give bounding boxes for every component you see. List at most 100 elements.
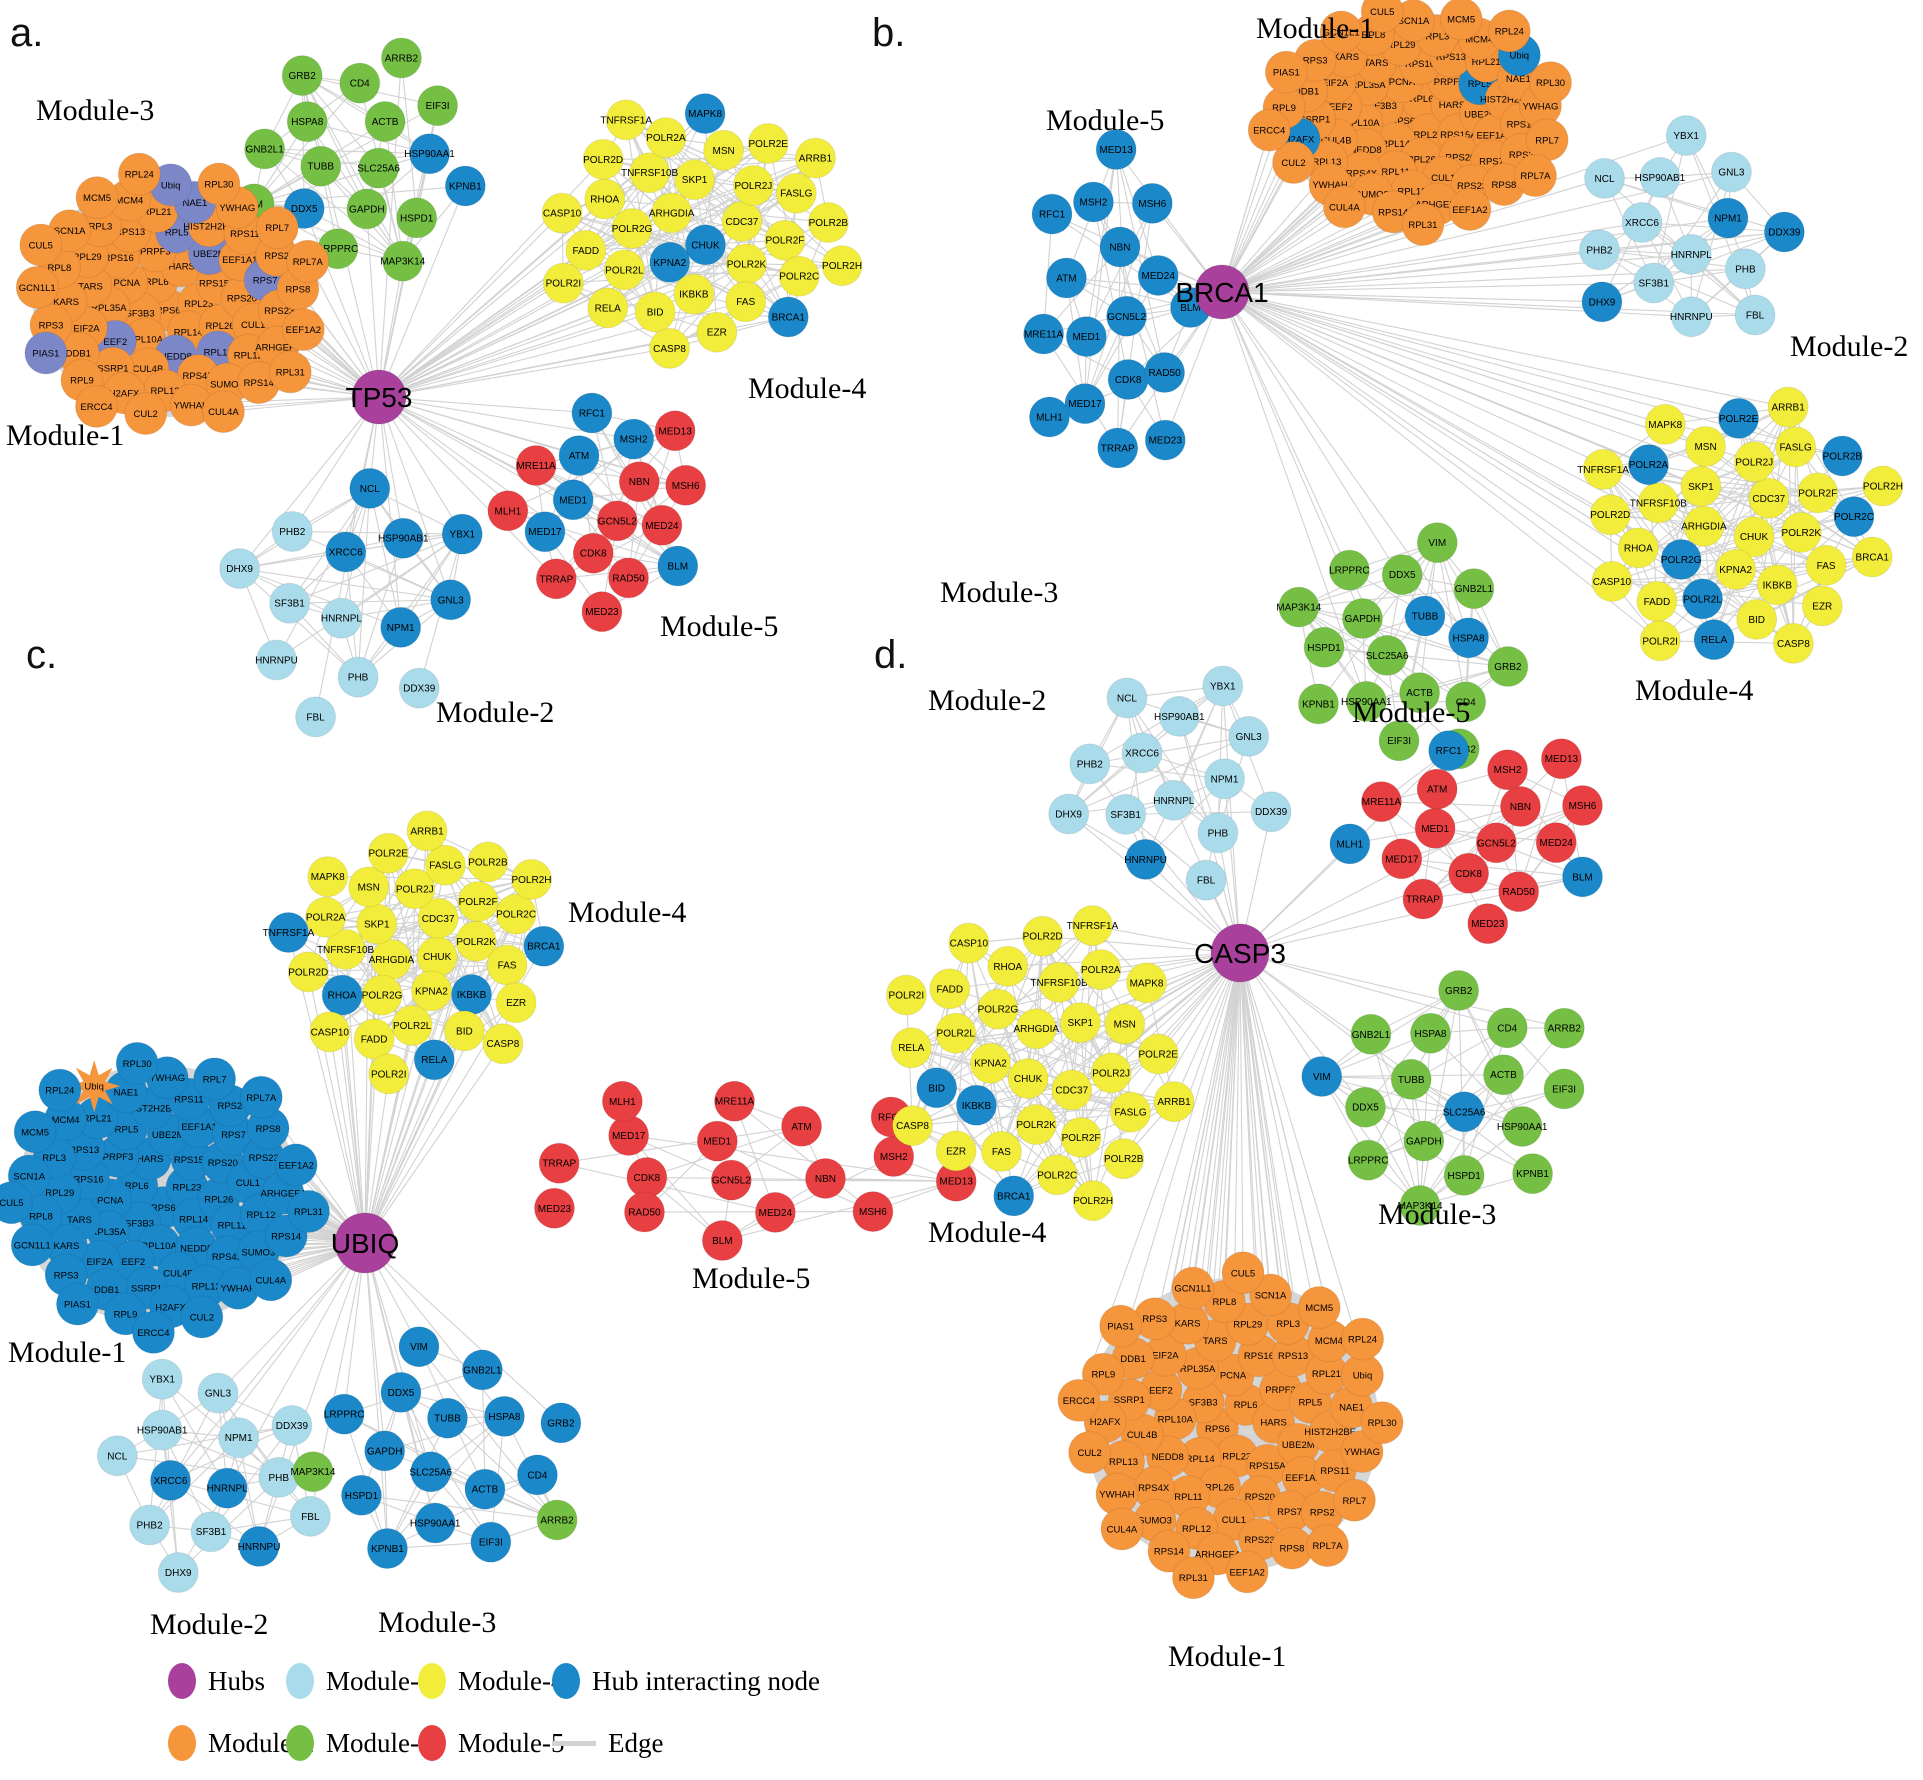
node-label: VIM xyxy=(1428,538,1446,549)
node-label: RHOA xyxy=(328,991,357,1002)
node-label: GCN1L1 xyxy=(19,283,56,294)
node-label: RPS7 xyxy=(221,1130,246,1141)
node-label: CUL5 xyxy=(1231,1268,1255,1279)
node-label: GCN5L2 xyxy=(1107,312,1146,323)
node-label: POLR2L xyxy=(937,1029,976,1040)
node-label: EIF2A xyxy=(86,1257,113,1268)
node-label: NBN xyxy=(1109,242,1130,253)
node-label: CASP8 xyxy=(486,1039,519,1050)
node-label: DDX5 xyxy=(291,204,318,215)
node-label: BLM xyxy=(1572,872,1593,883)
node-label: TNFRSF10B xyxy=(1630,498,1688,509)
node-label: RPS11 xyxy=(1320,1466,1349,1477)
node-label: CHUK xyxy=(1740,532,1769,543)
node-label: MAPK8 xyxy=(1648,420,1682,431)
node-label: XRCC6 xyxy=(329,548,363,559)
node-label: GCN5L2 xyxy=(598,516,637,527)
node-label: LRPPRC xyxy=(324,1410,365,1421)
node-label: POLR2F xyxy=(765,236,804,247)
node-label: VIM xyxy=(1313,1072,1331,1083)
node-label: POLR2A xyxy=(1081,965,1121,976)
node-label: HSP90AB1 xyxy=(378,534,429,545)
node-label: HSPA8 xyxy=(1414,1029,1446,1040)
node-label: RPL31 xyxy=(294,1207,323,1218)
node-label: HNRNPL xyxy=(321,614,363,625)
node-label: MED23 xyxy=(1471,919,1505,930)
node-label: RHOA xyxy=(590,195,619,206)
node-label: HSP90AA1 xyxy=(404,149,455,160)
node-label: HSPA8 xyxy=(1453,633,1485,644)
node-label: CUL2 xyxy=(1077,1448,1101,1459)
node-label: YBX1 xyxy=(1210,681,1236,692)
node-label: YBX1 xyxy=(449,530,475,541)
node-label: HNRNPU xyxy=(1670,312,1713,323)
node-label: KPNA2 xyxy=(653,258,686,269)
node-label: EEF2 xyxy=(1149,1385,1173,1396)
node-label: ARRB2 xyxy=(1548,1024,1582,1035)
node-label: RPS2 xyxy=(264,251,289,262)
node-label: RPL5 xyxy=(115,1124,139,1135)
node-label: EEF2 xyxy=(121,1257,145,1268)
node-label: Ubiq xyxy=(161,180,181,191)
node-label: DHX9 xyxy=(1589,297,1616,308)
node-label: FASLG xyxy=(429,861,461,872)
node-label: TNFRSF10B xyxy=(317,945,375,956)
node-label: PHB xyxy=(1208,828,1229,839)
node-label: MED13 xyxy=(940,1177,974,1188)
node-label: YBX1 xyxy=(1673,131,1699,142)
node-label: SSRP1 xyxy=(1114,1395,1145,1406)
node-label: GAPDH xyxy=(349,204,385,215)
node-label: POLR2D xyxy=(583,155,623,166)
node-label: NBN xyxy=(815,1174,836,1185)
module-label-d: Module-5 xyxy=(1352,696,1470,729)
node-label: SF3B1 xyxy=(274,599,305,610)
node-label: POLR2L xyxy=(605,265,644,276)
node-label: RPL26 xyxy=(204,1194,233,1205)
node-label: ARRB2 xyxy=(385,54,419,65)
node-label: RPL13 xyxy=(1109,1457,1138,1468)
node-label: FAS xyxy=(992,1147,1011,1158)
node-label: CDK8 xyxy=(1455,869,1482,880)
node-label: BID xyxy=(928,1083,945,1094)
node-label: GNL3 xyxy=(1718,168,1745,179)
node-label: RPL24 xyxy=(125,170,154,181)
node-label: MSH2 xyxy=(1494,765,1522,776)
node-label: UBE2M xyxy=(1282,1440,1315,1451)
node-label: MLH1 xyxy=(1036,413,1063,424)
node-label: POLR2A xyxy=(306,913,346,924)
node-label: YWHAG xyxy=(1344,1447,1380,1458)
node-label: CUL1 xyxy=(1222,1515,1246,1526)
node-label: RFC1 xyxy=(579,409,606,420)
node-label: HSPA8 xyxy=(291,117,323,128)
node-label: MAP3K14 xyxy=(290,1467,335,1478)
node-label: SLC25A6 xyxy=(1366,651,1409,662)
node-label: DDX5 xyxy=(388,1388,415,1399)
node-label: MCM5 xyxy=(21,1127,49,1138)
module-label-a: Module-4 xyxy=(748,372,866,405)
module-label-b: Module-5 xyxy=(1046,104,1164,137)
node-label: SLC25A6 xyxy=(357,164,400,175)
module-label-c: Module-2 xyxy=(150,1608,268,1641)
node-label: H2AFX xyxy=(1090,1417,1121,1428)
node-label: DDX5 xyxy=(1352,1103,1379,1114)
node-label: SF3B1 xyxy=(196,1527,227,1538)
node-label: POLR2C xyxy=(1037,1170,1077,1181)
node-label: RHOA xyxy=(1624,543,1653,554)
node-label: DDX39 xyxy=(403,684,436,695)
node-label: MED23 xyxy=(538,1204,572,1215)
node-label: RPL7 xyxy=(1343,1496,1367,1507)
node-label: RPS7 xyxy=(1277,1507,1302,1518)
node-label: PIAS1 xyxy=(64,1300,91,1311)
node-label: NCL xyxy=(107,1451,127,1462)
node-label: POLR2B xyxy=(468,857,508,868)
node-label: HSP90AA1 xyxy=(410,1518,461,1529)
node-label: RPS14 xyxy=(244,378,274,389)
node-label: SF3B1 xyxy=(1110,810,1141,821)
node-label: CUL5 xyxy=(29,241,53,252)
node-label: POLR2J xyxy=(1092,1068,1130,1079)
node-label: RPL29 xyxy=(1233,1320,1262,1331)
node-label: HNRNPL xyxy=(1153,796,1195,807)
module-label-a: Module-3 xyxy=(36,94,154,127)
node-label: RPL3 xyxy=(42,1153,66,1164)
